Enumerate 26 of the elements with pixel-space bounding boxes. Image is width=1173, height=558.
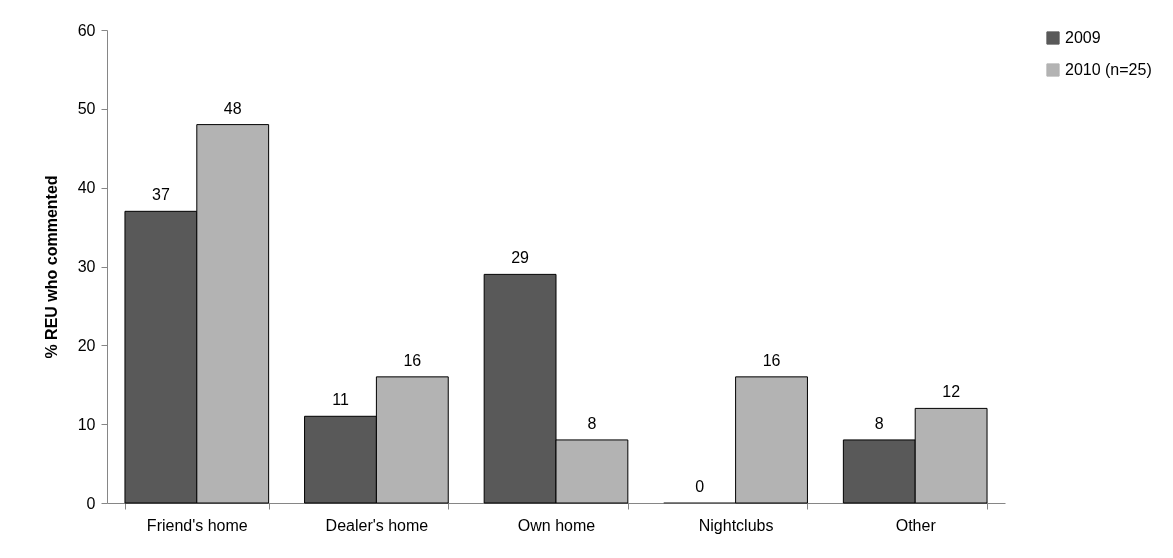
data-label: 48 [223, 99, 242, 117]
y-tick-label: 20 [77, 336, 96, 354]
data-label: 12 [942, 383, 961, 401]
y-tick-label: 10 [77, 415, 96, 433]
y-tick-label: 0 [86, 494, 96, 512]
data-label: 37 [151, 186, 170, 204]
y-axis-title: % REU who commented [42, 175, 60, 359]
data-label: 11 [332, 391, 349, 409]
data-label: 29 [511, 249, 530, 267]
x-tick-label: Other [895, 516, 937, 534]
y-tick-label: 40 [77, 179, 96, 197]
data-label: 8 [587, 414, 597, 432]
data-label: 16 [762, 351, 781, 369]
legend-label: 2009 [1065, 29, 1101, 46]
y-tick-label: 50 [77, 100, 96, 118]
data-label: 16 [403, 351, 422, 369]
x-tick-label: Own home [517, 516, 596, 534]
legend-label: 2010 (n=25) [1065, 61, 1152, 78]
x-tick-label: Dealer's home [325, 516, 429, 534]
data-label: 0 [695, 478, 705, 495]
bar [735, 376, 808, 504]
data-label: 8 [874, 414, 884, 432]
y-tick-label: 30 [77, 258, 96, 275]
y-tick-label: 60 [77, 21, 96, 39]
x-tick-label: Friend's home [146, 516, 248, 534]
x-tick-label: Nightclubs [698, 516, 774, 534]
